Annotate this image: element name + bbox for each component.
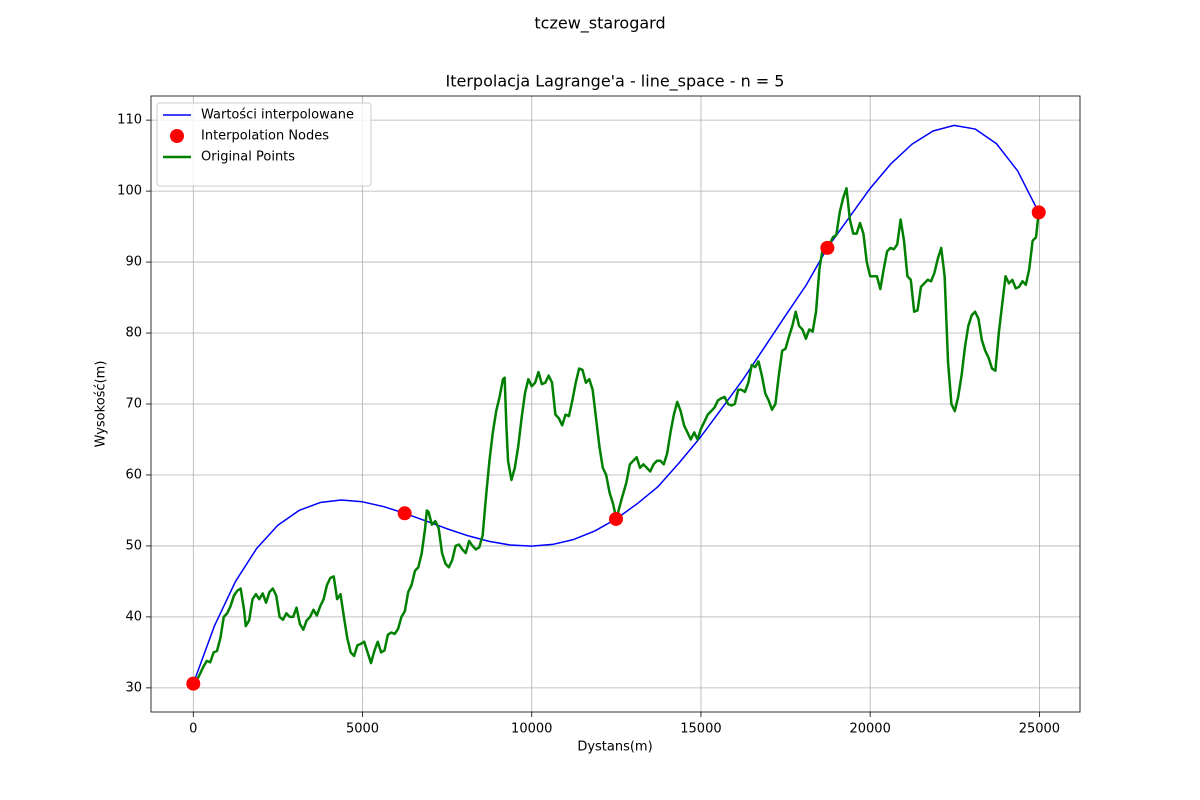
legend-label: Original Points (201, 150, 295, 165)
x-tick-label: 25000 (1019, 722, 1060, 737)
legend-label: Wartości interpolowane (201, 108, 354, 123)
interpolation-node (820, 240, 835, 255)
legend: Wartości interpolowane Interpolation Node… (156, 102, 372, 187)
y-tick-label: 40 (125, 609, 142, 624)
y-axis-label: Wysokość(m) (94, 361, 109, 448)
x-tick-label: 15000 (680, 722, 721, 737)
axes-frame (150, 95, 1081, 713)
interpolation-node (186, 676, 201, 691)
y-tick-label: 60 (125, 467, 142, 482)
interpolation-node (397, 506, 412, 521)
figure-title: tczew_starogard (534, 14, 665, 34)
x-tick-label: 5000 (346, 722, 379, 737)
interpolation-node (1031, 205, 1046, 220)
y-tick-label: 100 (117, 184, 142, 199)
y-tick-label: 50 (125, 538, 142, 553)
chart-title: Iterpolacja Lagrange'a - line_space - n … (446, 72, 785, 92)
x-tick-label: 10000 (511, 722, 552, 737)
x-axis-label: Dystans(m) (577, 740, 652, 755)
y-tick-label: 110 (117, 113, 142, 128)
y-tick-label: 90 (125, 255, 142, 270)
x-tick-label: 20000 (849, 722, 890, 737)
x-tick-label: 0 (189, 722, 197, 737)
y-tick-label: 80 (125, 326, 142, 341)
legend-marker (170, 129, 184, 143)
legend-box (156, 102, 372, 187)
y-tick-label: 70 (125, 397, 142, 412)
interpolation-node (609, 511, 624, 526)
legend-label: Interpolation Nodes (201, 129, 329, 144)
y-tick-label: 30 (125, 680, 142, 695)
series-line (192, 187, 1040, 685)
